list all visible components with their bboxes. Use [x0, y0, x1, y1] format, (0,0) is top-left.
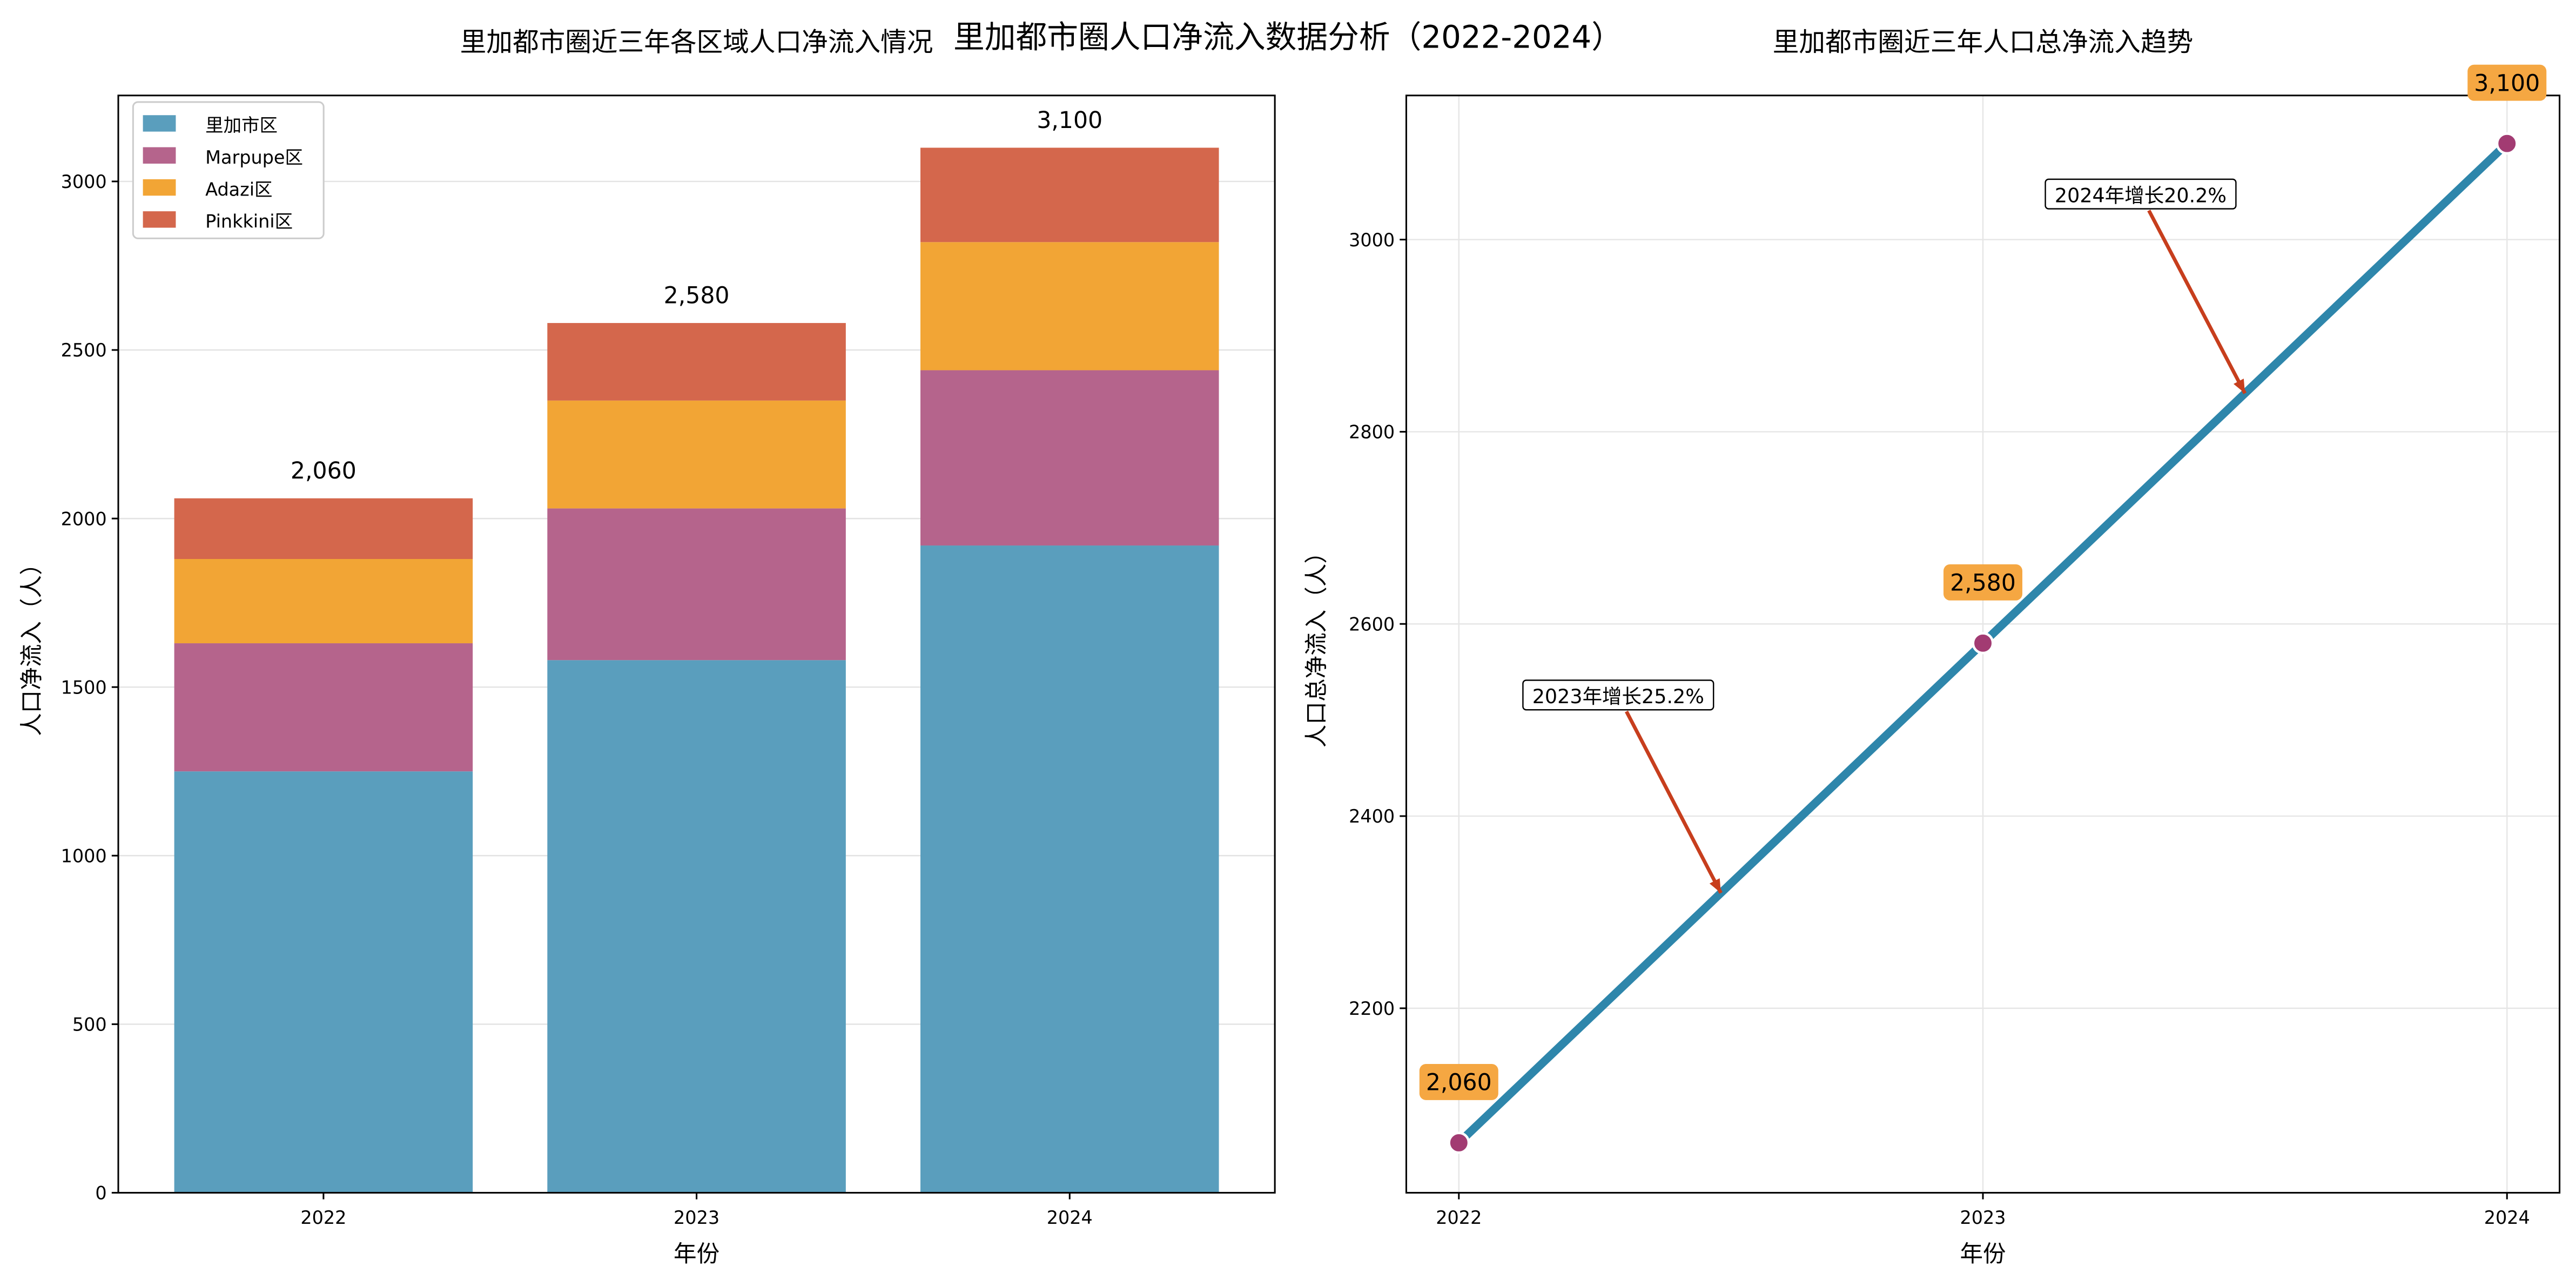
- y-tick-label: 2000: [61, 508, 107, 529]
- bar-segment-里加市区: [920, 545, 1219, 1193]
- right-ylabel: 人口总净流入（人）: [1303, 541, 1330, 747]
- bar-segment-Pinkkini区: [174, 498, 473, 559]
- bar-segment-Pinkkini区: [920, 147, 1219, 242]
- left-xlabel: 年份: [674, 1241, 719, 1268]
- annotation-text: 2024年增长20.2%: [2055, 184, 2227, 207]
- arrow-head-icon: [2233, 378, 2245, 394]
- x-tick-label: 2022: [300, 1207, 346, 1228]
- y-tick-label: 1500: [61, 677, 107, 698]
- left-chart-title: 里加都市圈近三年各区域人口净流入情况: [460, 28, 933, 58]
- point-label-box: [2467, 64, 2547, 101]
- annotation-text: 2023年增长25.2%: [1532, 685, 1704, 708]
- left-ylabel: 人口净流入（人）: [18, 552, 45, 736]
- legend-swatch: [143, 147, 176, 164]
- bar-segment-Marpupe区: [174, 643, 473, 772]
- point-label: 2,580: [1950, 569, 2016, 596]
- bar-segment-Marpupe区: [547, 508, 846, 661]
- stacked-bar-chart: 0 500 1000 1500 2000 2500 3000 2,060 2022 2,580 20…: [61, 95, 1276, 1228]
- bar-segment-里加市区: [547, 660, 846, 1193]
- line-chart: 2200 2400 2600 2800 3000 2022 2023 2024 2,060 2,5…: [1349, 64, 2561, 1228]
- point-label-box: [1943, 564, 2023, 601]
- legend: 里加市区 Marpupe区 Adazi区 Pinkkini区: [132, 101, 325, 239]
- point-label-box: [1419, 1063, 1498, 1100]
- annotation-arrow: [2147, 210, 2247, 394]
- axes-frame: [1405, 95, 2561, 1194]
- right-xlabel: 年份: [1960, 1241, 2006, 1268]
- y-tick-label: 2500: [61, 340, 107, 361]
- y-tick-label: 3000: [1349, 230, 1395, 251]
- total-label: 3,100: [1037, 107, 1102, 134]
- annotation-box: [1522, 679, 1714, 711]
- bar-segment-Pinkkini区: [547, 323, 846, 401]
- total-label: 2,060: [291, 457, 357, 484]
- y-tick-label: 2600: [1349, 614, 1395, 635]
- y-tick-label: 500: [72, 1014, 107, 1035]
- x-tick-label: 2024: [2484, 1207, 2530, 1228]
- y-tick-label: 1000: [61, 845, 107, 866]
- point-label: 3,100: [2474, 70, 2540, 97]
- x-tick-label: 2023: [674, 1207, 719, 1228]
- y-tick-label: 2800: [1349, 422, 1395, 443]
- legend-label: Marpupe区: [205, 147, 303, 168]
- bar-segment-里加市区: [174, 771, 473, 1193]
- y-tick-label: 3000: [61, 171, 107, 192]
- bar-segment-Adazi区: [920, 242, 1219, 370]
- data-point: [1448, 1131, 1470, 1154]
- annotation-arrow: [1625, 710, 1723, 894]
- right-chart-title: 里加都市圈近三年人口总净流入趋势: [1773, 28, 2194, 58]
- axes-frame: [117, 95, 1276, 1194]
- arrow-head-icon: [1709, 878, 1721, 893]
- bar-segment-Adazi区: [547, 400, 846, 509]
- legend-box: [132, 101, 325, 239]
- bar-segment-Marpupe区: [920, 370, 1219, 546]
- annotation-box: [2044, 178, 2237, 210]
- bar-segment-Adazi区: [174, 558, 473, 644]
- legend-label: Adazi区: [205, 179, 272, 200]
- x-tick-label: 2023: [1960, 1207, 2006, 1228]
- point-label: 2,060: [1426, 1069, 1492, 1096]
- y-tick-label: 2400: [1349, 806, 1395, 827]
- legend-label: 里加市区: [205, 115, 278, 136]
- data-point: [2496, 132, 2518, 155]
- legend-label: Pinkkini区: [205, 211, 293, 232]
- y-tick-label: 2200: [1349, 998, 1395, 1019]
- y-tick-label: 0: [95, 1183, 106, 1204]
- x-tick-label: 2022: [1436, 1207, 1482, 1228]
- data-point: [1972, 632, 1994, 655]
- total-label: 2,580: [664, 282, 730, 309]
- legend-swatch: [143, 115, 176, 132]
- legend-swatch: [143, 211, 176, 228]
- x-tick-label: 2024: [1047, 1207, 1093, 1228]
- suptitle: 里加都市圈人口净流入数据分析（2022-2024）: [953, 19, 1623, 56]
- legend-swatch: [143, 179, 176, 196]
